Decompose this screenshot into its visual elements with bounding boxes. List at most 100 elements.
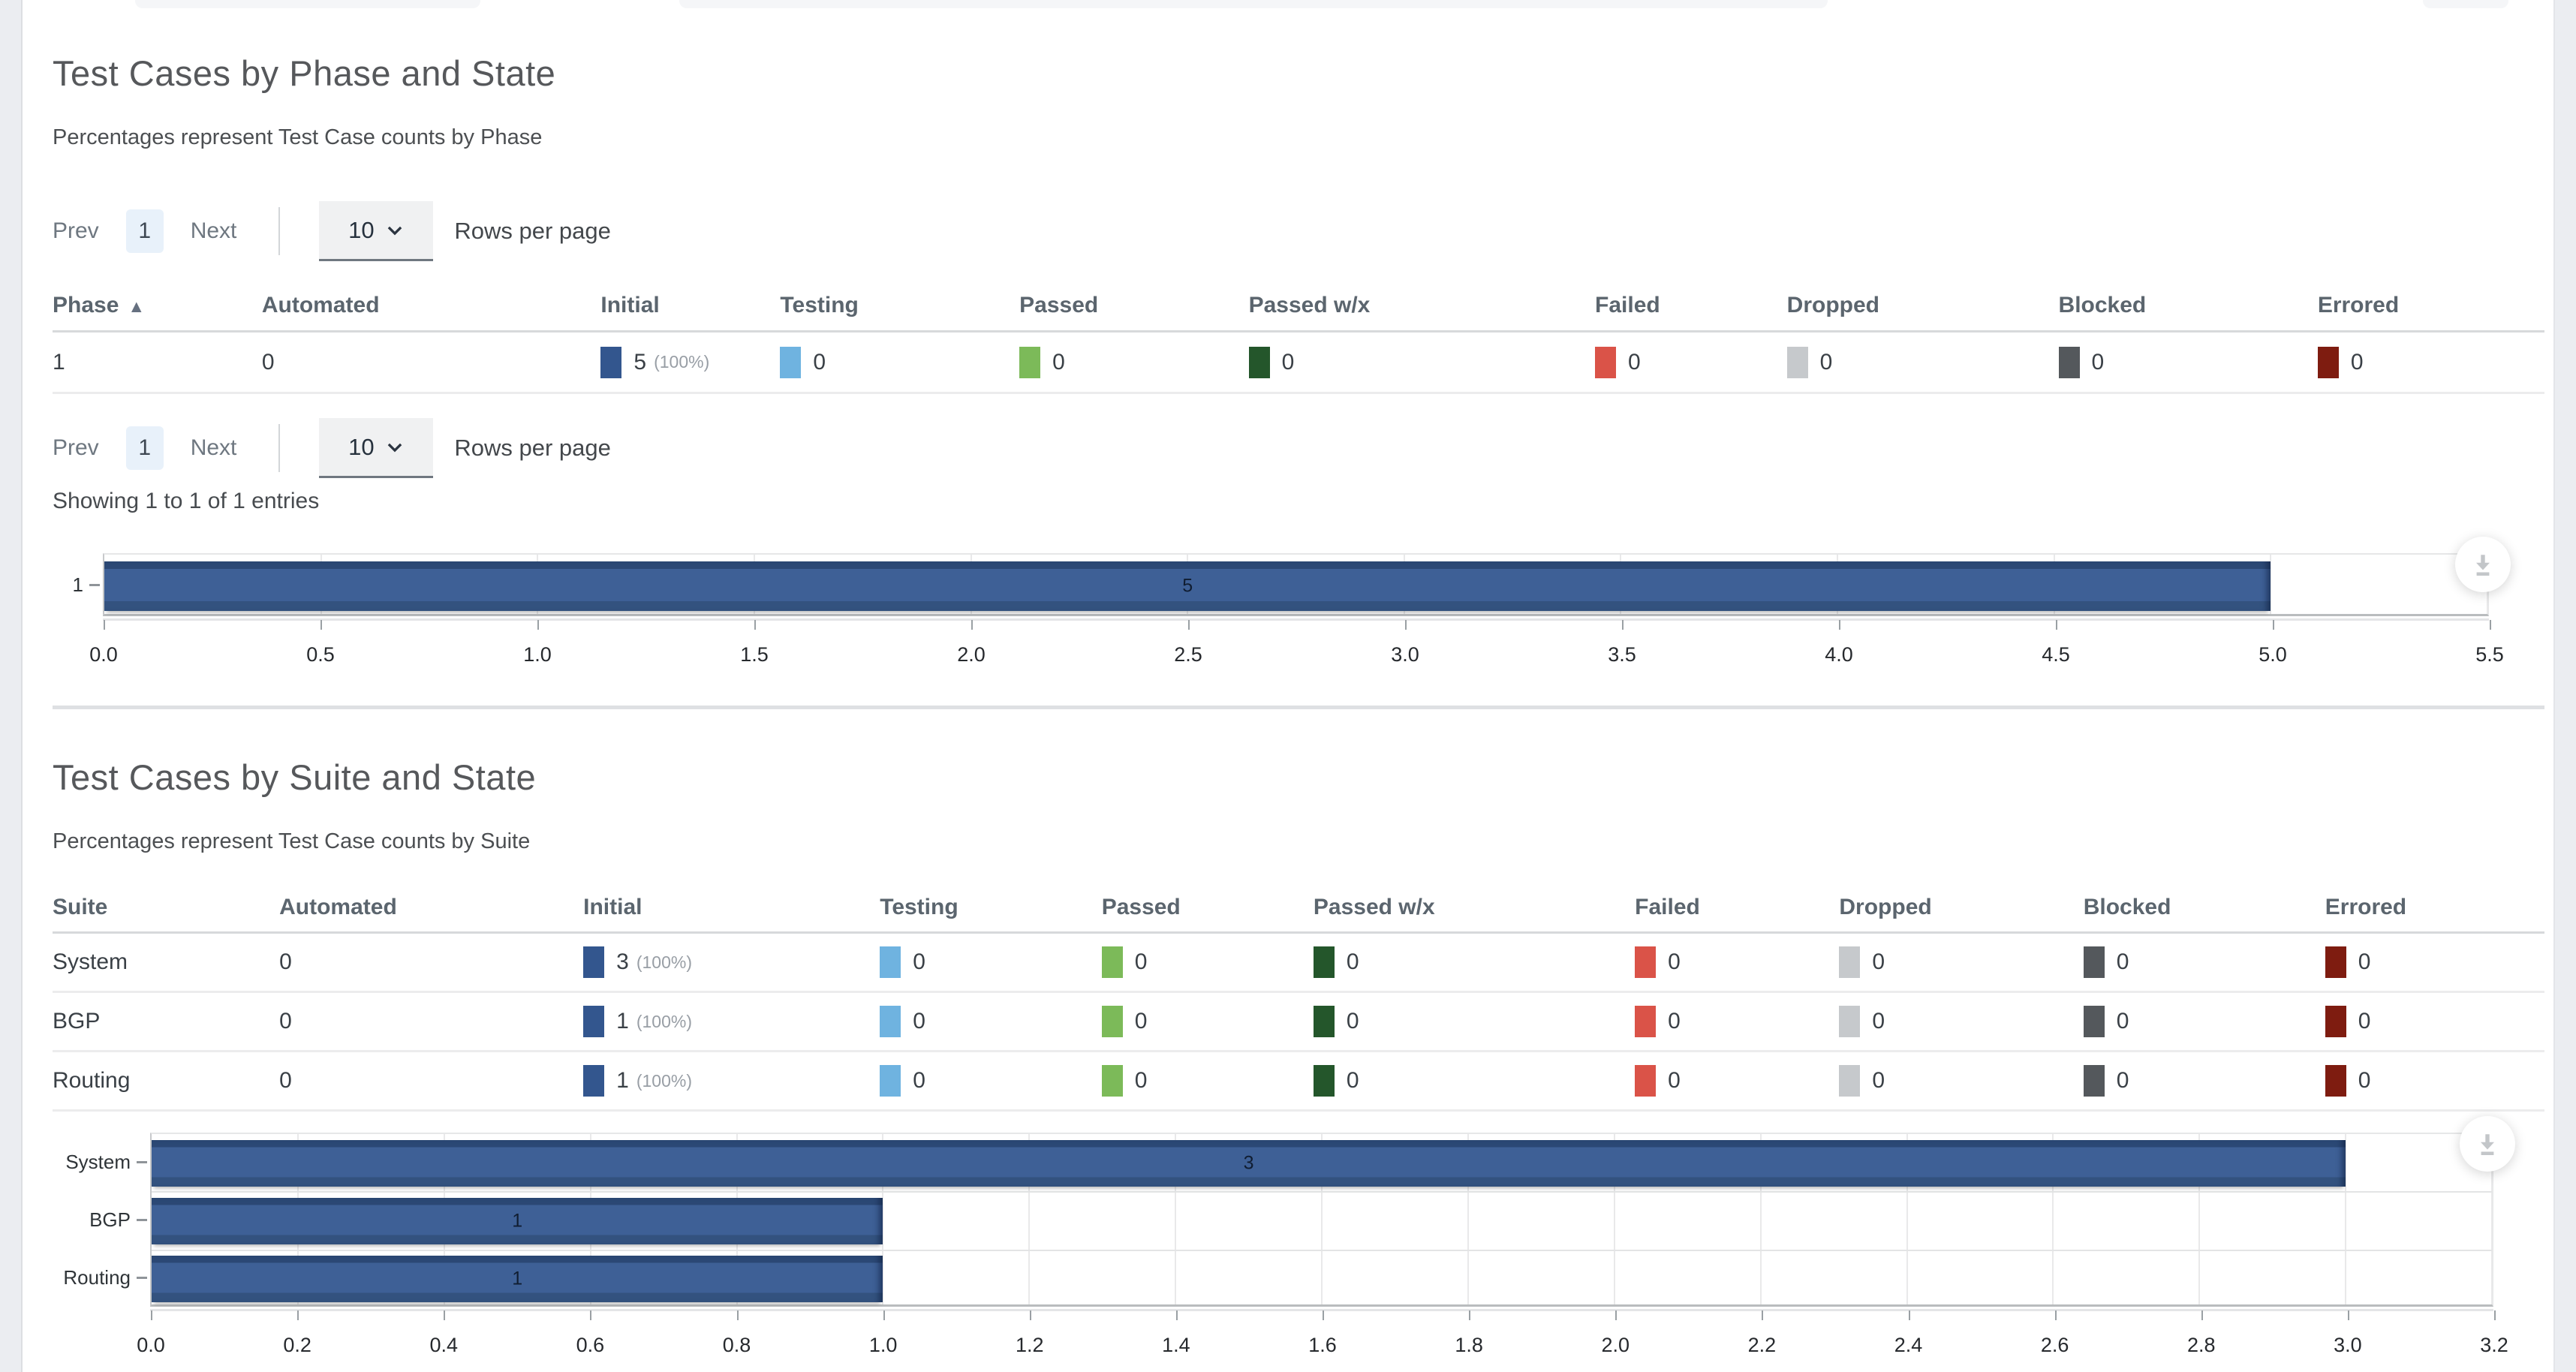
initial-color-chip [583,1065,605,1097]
table-header-row: Phase ▲ Automated Initial Testing Passed Passe… [53,280,2544,332]
column-header-passed[interactable]: Passed [1101,894,1181,919]
blocked-count: 0 [2116,1068,2129,1093]
category-label: Routing [63,1266,131,1289]
row-label-cell: 1 [53,349,65,375]
suite-table: Suite Automated Initial Testing Passed Passed… [53,883,2544,1112]
testing-cell: 0 [880,1006,1101,1037]
rows-per-page-label: Rows per page [454,435,611,461]
next-page-button[interactable]: Next [190,218,237,243]
column-header-failed[interactable]: Failed [1595,292,1660,317]
column-header-testing[interactable]: Testing [880,894,958,919]
section-subtitle: Percentages represent Test Case counts b… [53,125,543,149]
category-label: 1 [72,573,83,596]
x-axis-tick [2494,1310,2496,1320]
automated-cell: 0 [279,1068,292,1093]
passed-wx-color-chip [1248,346,1270,378]
x-axis-tick [1908,1310,1910,1320]
download-chart-button[interactable] [2460,1116,2515,1172]
column-header-phase[interactable]: Phase ▲ [53,292,146,317]
column-header-blocked[interactable]: Blocked [2058,292,2147,317]
errored-cell: 0 [2325,1065,2544,1097]
initial-cell: 1 (100%) [583,1065,880,1097]
column-header-initial[interactable]: Initial [583,894,642,919]
x-tick-label: 5.0 [2259,643,2287,666]
rows-per-page-select[interactable]: 10 [319,201,434,261]
rows-per-page-value: 10 [348,216,375,243]
category-label: BGP [89,1208,131,1231]
dropped-count: 0 [1872,1009,1885,1034]
row-label-cell: Routing [53,1068,131,1093]
x-tick-label: 2.8 [2186,1334,2216,1356]
x-axis-tick [2054,1310,2057,1320]
x-axis-tick [444,1310,446,1320]
passed-color-chip [1019,346,1041,378]
passed-wx-color-chip [1313,946,1335,978]
column-header-suite[interactable]: Suite [53,894,108,919]
rows-per-page-select[interactable]: 10 [319,418,434,478]
column-header-testing[interactable]: Testing [780,292,859,317]
initial-percentage: (100%) [636,1011,692,1031]
column-header-initial[interactable]: Initial [600,292,660,317]
dropped-cell: 0 [1839,1006,2083,1037]
download-chart-button[interactable] [2455,537,2511,592]
x-tick-label: 3.2 [2480,1334,2508,1356]
suite-bar-chart: System BGP Routing 3 1 1 0.0 0.2 0.4 0.6 0.8 1.0 1.2… [53,1116,2544,1367]
blocked-color-chip [2083,1065,2105,1097]
x-tick-label: 1.2 [1015,1334,1044,1356]
x-axis-tick [2490,620,2491,630]
column-header-failed[interactable]: Failed [1635,894,1700,919]
initial-percentage: (100%) [636,1070,692,1091]
prev-page-button[interactable]: Prev [53,435,99,460]
testing-count: 0 [913,949,925,974]
gridline [1906,1134,1908,1304]
x-axis-tick [1622,620,1624,630]
passed-cell: 0 [1101,1006,1314,1037]
right-scrollbar-track[interactable] [2553,0,2576,1372]
dropped-cell: 0 [1839,946,2083,978]
automated-cell: 0 [279,949,292,974]
clipped-header-remnant [679,0,1828,8]
x-axis-tick [2273,620,2274,630]
y-axis-tick [137,1160,147,1163]
initial-count: 1 [616,1009,629,1034]
column-header-passed[interactable]: Passed [1019,292,1099,317]
column-header-dropped[interactable]: Dropped [1786,292,1879,317]
column-header-dropped[interactable]: Dropped [1839,894,1932,919]
column-header-errored[interactable]: Errored [2325,894,2407,919]
dropped-color-chip [1786,346,1808,378]
automated-cell: 0 [261,349,275,375]
x-axis-tick [2201,1310,2203,1320]
next-page-button[interactable]: Next [190,435,237,460]
failed-cell: 0 [1595,346,1787,378]
bar-value-label: 3 [1243,1152,1254,1174]
x-axis-tick [1188,620,1190,630]
pagination-divider [278,424,281,472]
blocked-count: 0 [2116,1009,2129,1034]
x-tick-label: 5.5 [2475,643,2504,666]
x-tick-label: 2.0 [1601,1334,1630,1356]
column-header-errored[interactable]: Errored [2317,292,2400,317]
passed-color-chip [1101,1006,1123,1037]
y-axis-tick [89,584,100,586]
column-header-passed-w-x[interactable]: Passed w/x [1248,292,1371,317]
page-number-button[interactable]: 1 [125,209,164,253]
column-header-blocked[interactable]: Blocked [2083,894,2171,919]
failed-color-chip [1595,346,1617,378]
bar-value-label: 5 [1182,575,1193,597]
prev-page-button[interactable]: Prev [53,218,99,243]
errored-count: 0 [2358,949,2371,974]
passed-count: 0 [1134,1009,1148,1034]
row-label-cell: BGP [53,1009,101,1034]
blocked-count: 0 [2091,349,2105,375]
failed-cell: 0 [1635,946,1839,978]
testing-count: 0 [913,1009,925,1034]
entries-summary: Showing 1 to 1 of 1 entries [53,489,320,513]
column-header-automated[interactable]: Automated [279,894,397,919]
passed-count: 0 [1134,949,1148,974]
page-number-button[interactable]: 1 [125,426,164,470]
x-axis-tick [736,1310,739,1320]
errored-color-chip [2325,1065,2346,1097]
x-axis-tick [883,1310,885,1320]
column-header-automated[interactable]: Automated [261,292,380,317]
column-header-passed-w-x[interactable]: Passed w/x [1313,894,1435,919]
